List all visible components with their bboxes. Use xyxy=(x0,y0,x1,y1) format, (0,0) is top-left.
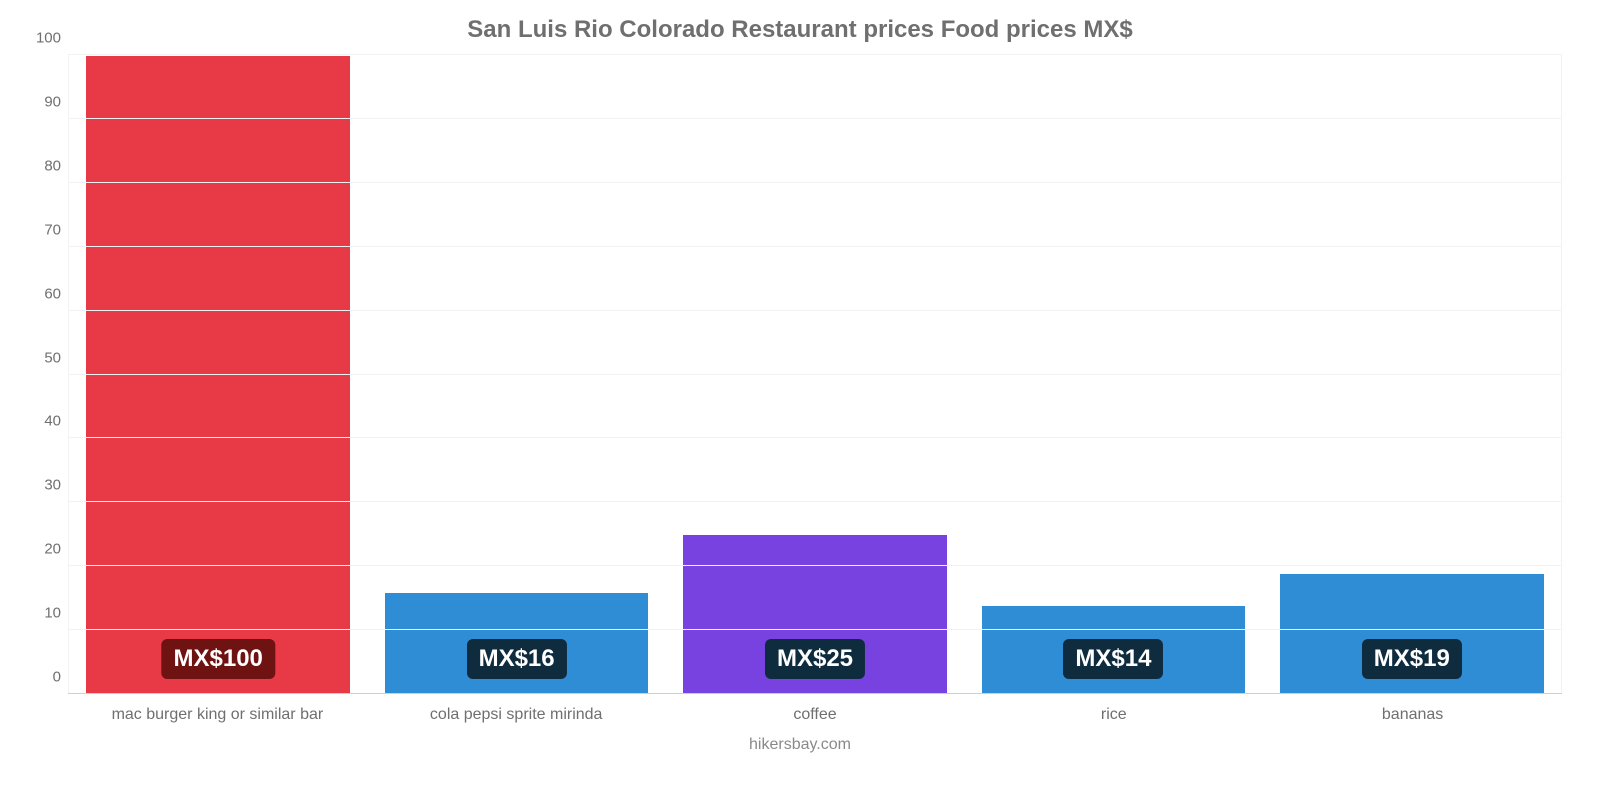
y-tick-label: 90 xyxy=(44,93,61,110)
y-tick-label: 30 xyxy=(44,477,61,494)
gridline xyxy=(69,437,1561,438)
gridline xyxy=(69,118,1561,119)
gridline xyxy=(69,501,1561,502)
y-tick-label: 0 xyxy=(53,669,61,686)
chart-credit: hikersbay.com xyxy=(28,736,1572,754)
bar-slot: MX$25 xyxy=(666,55,964,694)
x-tick-label: rice xyxy=(964,706,1263,724)
bar: MX$100 xyxy=(85,55,351,694)
y-tick-label: 70 xyxy=(44,221,61,238)
y-tick-label: 20 xyxy=(44,541,61,558)
bars-container: MX$100 MX$16 MX$25 MX$14 MX$19 xyxy=(69,55,1561,694)
bar-slot: MX$19 xyxy=(1263,55,1561,694)
y-tick-label: 100 xyxy=(36,30,61,47)
chart-title: San Luis Rio Colorado Restaurant prices … xyxy=(28,16,1572,44)
y-tick-label: 10 xyxy=(44,605,61,622)
bar-slot: MX$14 xyxy=(964,55,1262,694)
bar-value-badge: MX$14 xyxy=(1063,639,1163,679)
plot-area: MX$100MX$16MX$25MX$14MX$19 0102030405060… xyxy=(68,54,1562,694)
y-tick-label: 50 xyxy=(44,349,61,366)
x-tick-label: bananas xyxy=(1263,706,1562,724)
x-axis-labels: mac burger king or similar barcola pepsi… xyxy=(68,706,1562,724)
bar-value-badge: MX$100 xyxy=(161,639,274,679)
bar: MX$14 xyxy=(981,605,1247,694)
y-tick-label: 40 xyxy=(44,413,61,430)
gridline xyxy=(69,374,1561,375)
x-tick-label: coffee xyxy=(666,706,965,724)
bar: MX$16 xyxy=(384,592,650,694)
bar-value-badge: MX$19 xyxy=(1362,639,1462,679)
bar-value-badge: MX$25 xyxy=(765,639,865,679)
gridline xyxy=(69,310,1561,311)
bar-slot: MX$100 xyxy=(69,55,367,694)
y-tick-label: 80 xyxy=(44,157,61,174)
bar: MX$19 xyxy=(1279,573,1545,694)
bar: MX$25 xyxy=(682,534,948,694)
gridline xyxy=(69,182,1561,183)
gridline xyxy=(69,246,1561,247)
x-tick-label: cola pepsi sprite mirinda xyxy=(367,706,666,724)
x-axis-baseline xyxy=(68,693,1562,694)
bar-value-badge: MX$16 xyxy=(467,639,567,679)
y-tick-label: 60 xyxy=(44,285,61,302)
bar-slot: MX$16 xyxy=(367,55,665,694)
price-bar-chart: San Luis Rio Colorado Restaurant prices … xyxy=(0,0,1600,800)
gridline xyxy=(69,565,1561,566)
gridline xyxy=(69,629,1561,630)
x-tick-label: mac burger king or similar bar xyxy=(68,706,367,724)
